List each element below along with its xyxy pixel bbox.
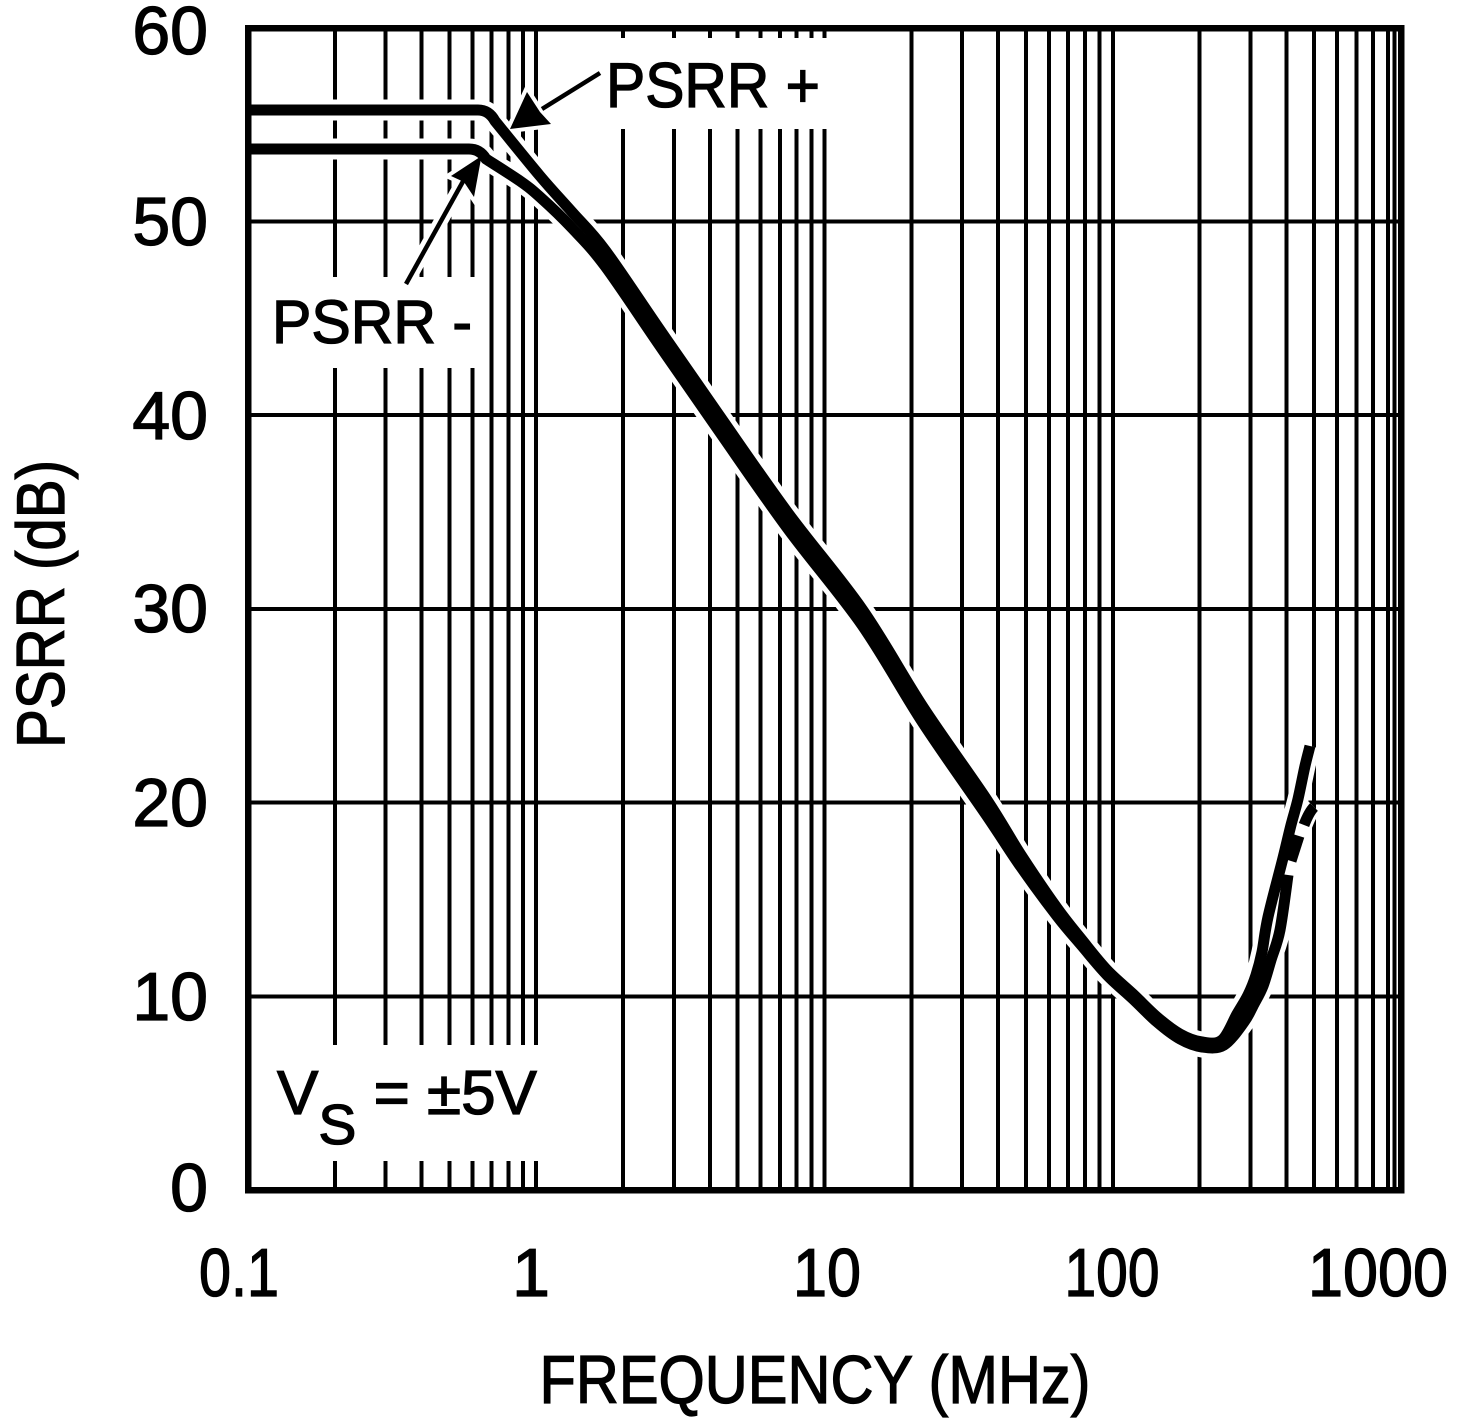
svg-text:20: 20 bbox=[132, 765, 208, 841]
svg-text:100: 100 bbox=[1065, 1235, 1160, 1311]
svg-text:40: 40 bbox=[132, 378, 208, 454]
svg-text:FREQUENCY (MHz): FREQUENCY (MHz) bbox=[540, 1342, 1091, 1418]
svg-text:PSRR +: PSRR + bbox=[606, 51, 820, 121]
svg-text:0.1: 0.1 bbox=[199, 1235, 279, 1311]
svg-text:10: 10 bbox=[132, 959, 208, 1035]
svg-text:PSRR -: PSRR - bbox=[272, 288, 472, 356]
svg-text:1: 1 bbox=[512, 1235, 550, 1311]
svg-text:10: 10 bbox=[793, 1235, 861, 1311]
svg-text:50: 50 bbox=[132, 184, 208, 260]
svg-text:30: 30 bbox=[132, 571, 208, 647]
svg-text:PSRR (dB): PSRR (dB) bbox=[3, 460, 79, 748]
svg-text:0: 0 bbox=[170, 1150, 208, 1226]
svg-text:1000: 1000 bbox=[1308, 1235, 1448, 1311]
svg-text:60: 60 bbox=[132, 0, 208, 69]
